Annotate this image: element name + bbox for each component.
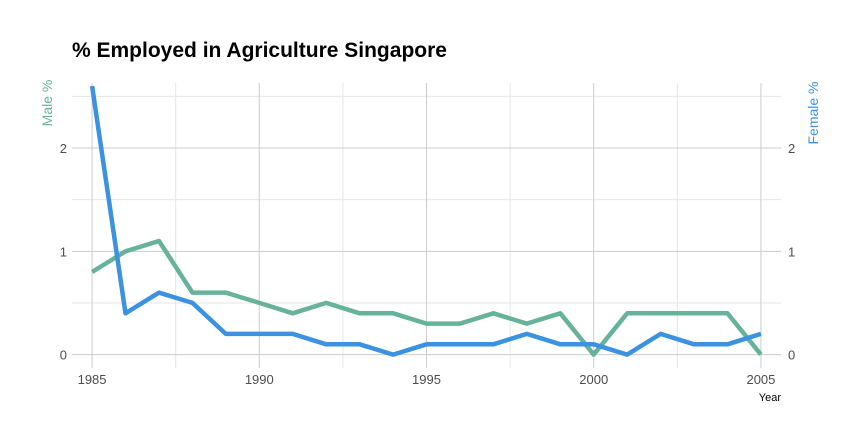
grid (72, 83, 781, 368)
female-series-line (89, 85, 762, 357)
y-axis-label-right: Female % (805, 81, 821, 144)
x-axis-label: Year (759, 392, 782, 404)
y-tick-label-right: 2 (788, 141, 795, 156)
x-tick-label: 2000 (579, 372, 608, 387)
x-tick-label: 1990 (245, 372, 274, 387)
male-series-line (90, 238, 763, 357)
y-tick-label-left: 1 (60, 244, 67, 259)
x-tick-label: 1985 (78, 372, 107, 387)
y-tick-label-left: 2 (60, 141, 67, 156)
y-tick-label-left: 0 (60, 348, 67, 363)
series-layer (89, 85, 763, 357)
y-tick-label-right: 1 (788, 244, 795, 259)
x-tick-label: 1995 (412, 372, 441, 387)
tick-labels: 1985 1990 1995 2000 2005 0 0 1 1 2 2 (60, 141, 795, 387)
x-tick-label: 2005 (746, 372, 775, 387)
y-tick-label-right: 0 (788, 348, 795, 363)
y-axis-label-left: Male % (39, 80, 55, 127)
chart-title: % Employed in Agriculture Singapore (72, 39, 447, 62)
